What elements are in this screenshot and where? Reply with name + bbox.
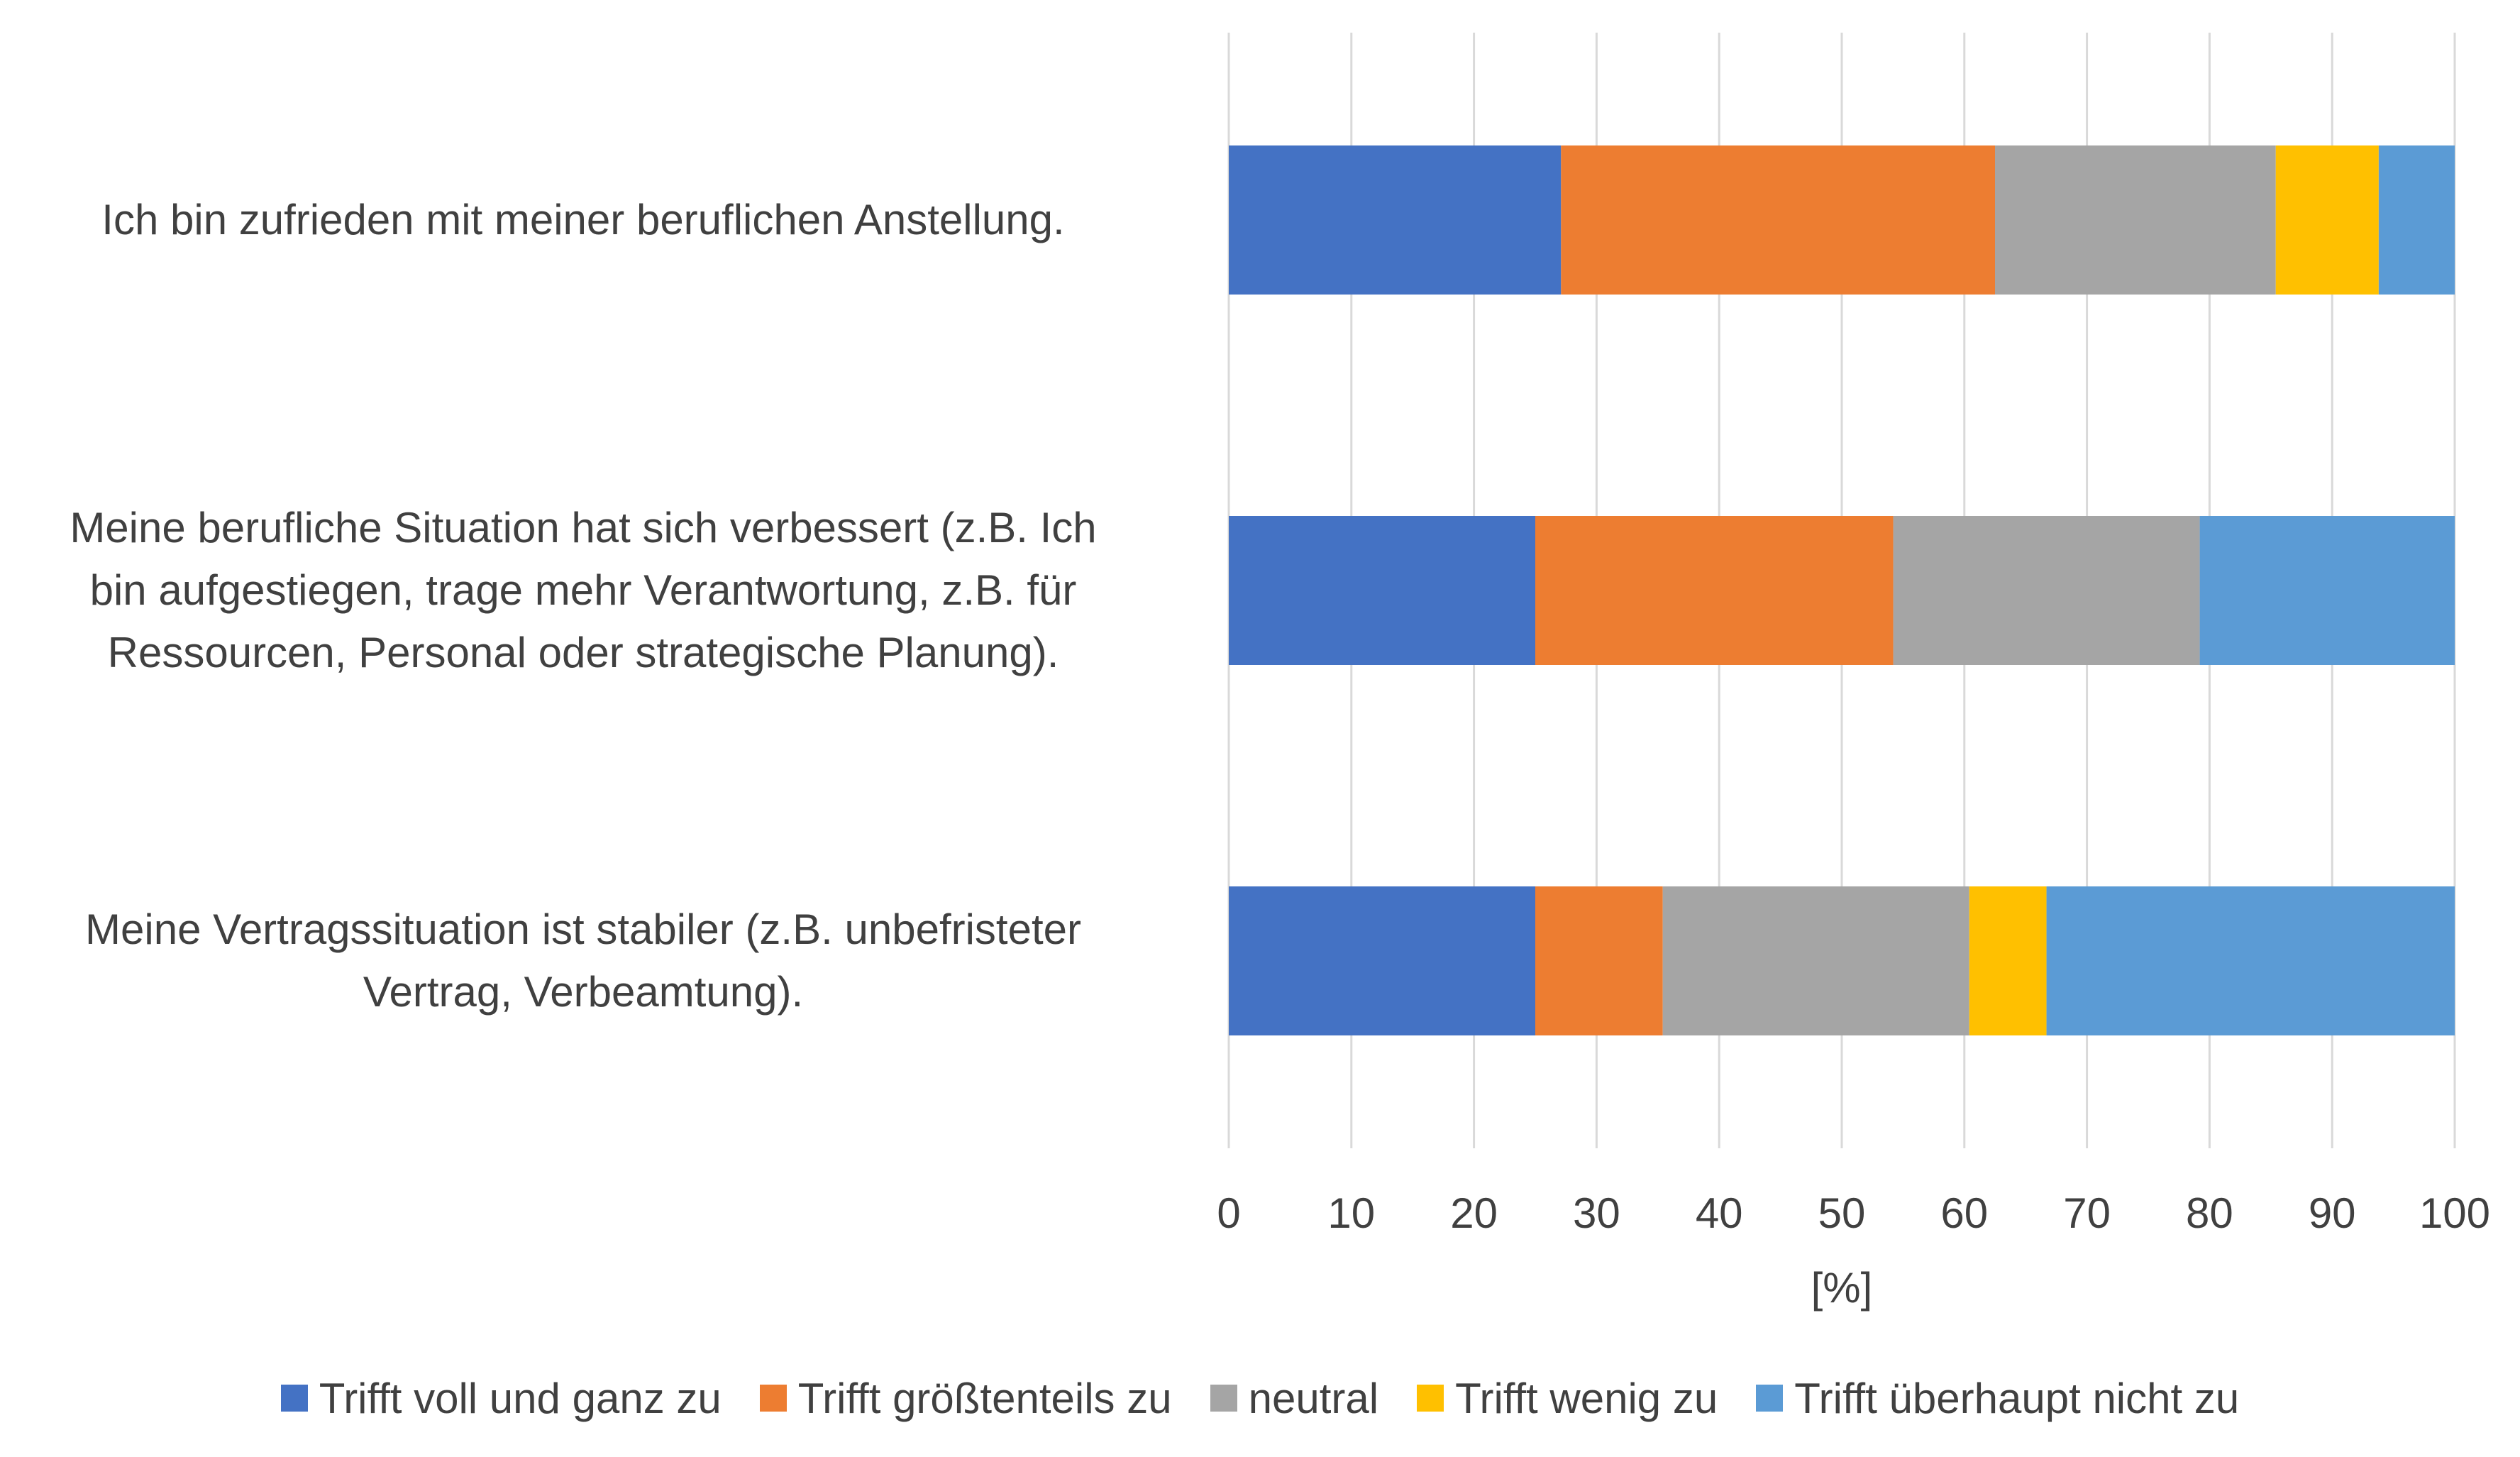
bar-segment <box>1662 886 1969 1035</box>
legend-label: Trifft wenig zu <box>1455 1374 1718 1422</box>
x-tick-label: 0 <box>1217 1189 1240 1237</box>
bar-segment <box>2378 145 2455 295</box>
bar-segment <box>1229 886 1535 1035</box>
legend-item: Trifft größtenteils zu <box>759 1374 1172 1423</box>
x-tick-labels: 0 10 20 30 40 50 60 70 80 90 100 <box>1217 1189 2490 1237</box>
legend-swatch <box>1756 1385 1784 1412</box>
bar-segment <box>1535 886 1663 1035</box>
category-label: Meine berufliche Situation hat sich verb… <box>0 497 1186 684</box>
category-label: Ich bin zufrieden mit meiner beruflichen… <box>0 189 1186 251</box>
bar-segment <box>1229 145 1562 295</box>
x-axis-label: [%] <box>1811 1264 1873 1312</box>
legend-item: Trifft überhaupt nicht zu <box>1756 1374 2239 1423</box>
x-tick-label: 60 <box>1940 1189 1988 1237</box>
legend-label: Trifft größtenteils zu <box>797 1374 1172 1422</box>
legend-label: Trifft überhaupt nicht zu <box>1794 1374 2240 1422</box>
bar-segment <box>1561 145 1995 295</box>
x-tick-label: 50 <box>1818 1189 1866 1237</box>
category-label-line: Vertrag, Verbeamtung). <box>363 968 804 1016</box>
legend-swatch <box>759 1385 787 1412</box>
bar-segment <box>1229 516 1535 665</box>
category-label-line: Ich bin zufrieden mit meiner beruflichen… <box>101 196 1065 243</box>
x-tick-label: 10 <box>1327 1189 1375 1237</box>
x-tick-label: 100 <box>2419 1189 2490 1237</box>
legend-item: Trifft wenig zu <box>1417 1374 1718 1423</box>
category-label-line: Meine Vertragssituation ist stabiler (z.… <box>85 906 1081 953</box>
legend-label: neutral <box>1248 1374 1379 1422</box>
bar-segment <box>1535 516 1894 665</box>
legend-swatch <box>280 1385 308 1412</box>
legend-item: neutral <box>1210 1374 1378 1423</box>
x-tick-label: 80 <box>2186 1189 2233 1237</box>
bar-segment <box>1893 516 2200 665</box>
bar-segment <box>2046 886 2455 1035</box>
bar-segment <box>1969 886 2047 1035</box>
x-tick-label: 30 <box>1573 1189 1620 1237</box>
category-label: Meine Vertragssituation ist stabiler (z.… <box>0 898 1186 1023</box>
category-label-line: Meine berufliche Situation hat sich verb… <box>70 504 1097 551</box>
x-tick-label: 20 <box>1450 1189 1498 1237</box>
legend-swatch <box>1210 1385 1237 1412</box>
bars <box>1229 145 2455 1035</box>
legend-item: Trifft voll und ganz zu <box>280 1374 722 1423</box>
legend-swatch <box>1417 1385 1444 1412</box>
x-tick-label: 90 <box>2309 1189 2356 1237</box>
category-label-line: bin aufgestiegen, trage mehr Verantwortu… <box>89 566 1077 614</box>
x-tick-label: 40 <box>1696 1189 1743 1237</box>
category-label-line: Ressourcen, Personal oder strategische P… <box>107 629 1059 676</box>
bar-segment <box>1995 145 2276 295</box>
bar-segment <box>2275 145 2379 295</box>
legend-label: Trifft voll und ganz zu <box>319 1374 722 1422</box>
bar-segment <box>2199 516 2455 665</box>
x-tick-label: 70 <box>2063 1189 2111 1237</box>
legend: Trifft voll und ganz zu Trifft größtentei… <box>0 1366 2520 1430</box>
